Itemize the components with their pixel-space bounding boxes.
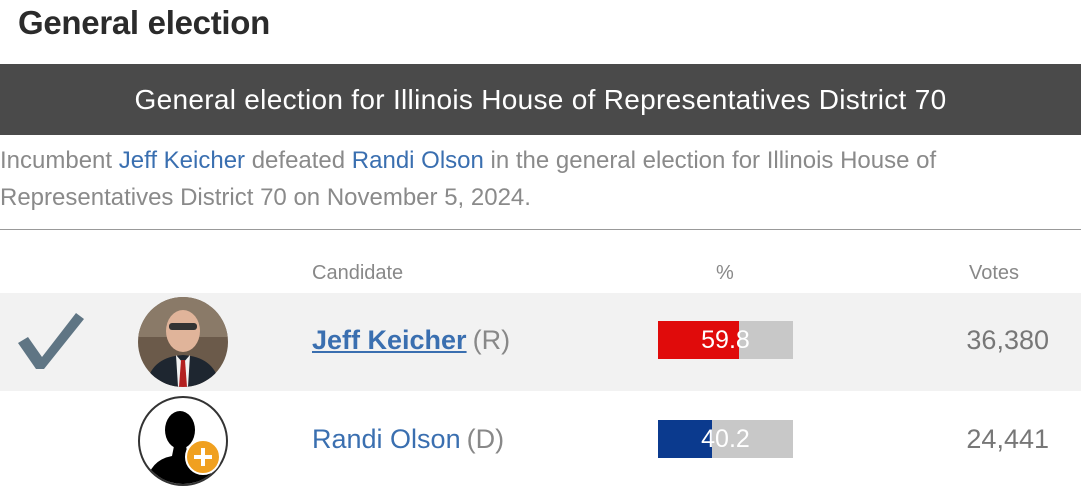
checkmark-icon <box>18 313 84 369</box>
section-title: General election <box>18 4 270 41</box>
divider <box>0 229 1081 230</box>
percent-bar-fill <box>658 321 739 359</box>
column-header-votes: Votes <box>969 262 1020 284</box>
summary-loser-link[interactable]: Randi Olson <box>351 147 484 174</box>
candidate-name[interactable]: Jeff Keicher <box>312 325 467 355</box>
summary-suffix: in the general election for Illinois Hou… <box>0 147 937 211</box>
table-row: Jeff Keicher (R) 59.8 36,380 <box>0 293 1081 391</box>
candidate-party: (R) <box>472 325 511 355</box>
percent-bar-fill <box>658 420 713 458</box>
summary-winner-link[interactable]: Jeff Keicher <box>118 147 246 174</box>
column-header-percent: % <box>716 262 734 284</box>
percent-bar: 59.8 <box>658 321 793 359</box>
avatar <box>138 396 228 486</box>
percent-label: 59.8 <box>701 325 750 354</box>
race-header: General election for Illinois House of R… <box>0 64 1081 135</box>
candidate-party: (D) <box>466 424 505 454</box>
race-header-text: General election for Illinois House of R… <box>134 83 947 115</box>
add-photo-icon <box>185 439 221 475</box>
avatar <box>138 297 228 387</box>
vote-count: 24,441 <box>966 424 1049 454</box>
table-row: Randi Olson (D) 40.2 24,441 <box>0 392 1081 490</box>
candidate-name-link[interactable]: Randi Olson (D) <box>312 424 504 455</box>
candidate-photo <box>138 297 228 387</box>
silhouette-placeholder-icon <box>146 411 214 484</box>
percent-label: 40.2 <box>701 424 750 453</box>
percent-bar: 40.2 <box>658 420 793 458</box>
vote-count: 36,380 <box>966 325 1049 355</box>
candidate-name[interactable]: Randi Olson <box>312 424 461 454</box>
candidate-name-link[interactable]: Jeff Keicher (R) <box>312 325 510 356</box>
race-summary: Incumbent Jeff Keicher defeated Randi Ol… <box>0 142 1075 216</box>
summary-middle: defeated <box>245 147 352 174</box>
summary-prefix: Incumbent <box>0 147 119 174</box>
column-header-candidate: Candidate <box>312 262 404 284</box>
